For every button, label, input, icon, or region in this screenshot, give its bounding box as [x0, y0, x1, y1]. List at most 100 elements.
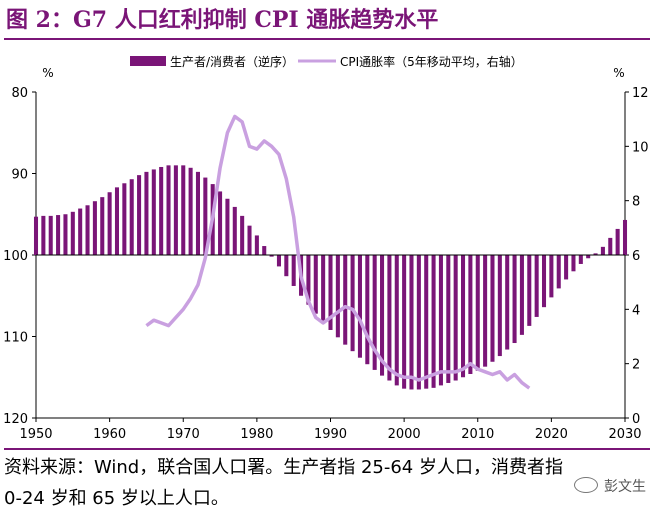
- right-tick-label: 0: [632, 412, 640, 427]
- right-tick-label: 10: [632, 140, 649, 155]
- bar: [56, 215, 61, 255]
- bar: [188, 167, 193, 255]
- x-tick-label: 1980: [240, 427, 273, 442]
- bar: [431, 255, 436, 388]
- bar: [564, 255, 569, 280]
- bar: [578, 255, 583, 264]
- bar: [151, 169, 156, 255]
- left-tick-label: 110: [3, 331, 28, 346]
- legend-label-line: CPI通胀率（5年移动平均，右轴）: [340, 54, 523, 69]
- note-divider: [4, 448, 650, 450]
- bar: [78, 208, 83, 255]
- title-divider: [4, 38, 650, 40]
- left-tick-label: 80: [11, 86, 28, 101]
- right-unit-label: %: [613, 66, 624, 80]
- bar: [137, 175, 142, 255]
- bar: [615, 228, 620, 255]
- wechat-icon: [574, 477, 598, 493]
- bar: [276, 255, 281, 267]
- bar: [284, 255, 289, 277]
- bar: [232, 206, 237, 255]
- x-tick-label: 2010: [461, 427, 494, 442]
- bar: [203, 177, 208, 255]
- bar: [549, 255, 554, 298]
- bar: [446, 255, 451, 383]
- bar: [571, 255, 576, 272]
- x-tick-label: 2020: [535, 427, 568, 442]
- bar: [438, 255, 443, 386]
- bar: [424, 255, 429, 389]
- left-tick-label: 100: [3, 249, 28, 264]
- bar: [541, 255, 547, 308]
- bar: [240, 215, 245, 255]
- bar: [416, 255, 421, 390]
- bar: [41, 215, 46, 255]
- bar: [218, 191, 223, 255]
- bar: [100, 197, 105, 255]
- bar: [33, 216, 39, 255]
- bar: [181, 165, 186, 255]
- legend: 生产者/消费者（逆序） CPI通胀率（5年移动平均，右轴）: [130, 54, 523, 69]
- bar: [335, 255, 340, 338]
- bar: [350, 255, 355, 352]
- bar: [70, 211, 75, 255]
- bar: [490, 255, 495, 362]
- left-tick-label: 90: [11, 168, 28, 183]
- bar: [556, 255, 561, 289]
- bar: [269, 255, 274, 257]
- bar: [519, 255, 524, 335]
- bar: [195, 171, 200, 255]
- legend-swatch-bar: [130, 56, 166, 66]
- bar: [357, 255, 362, 358]
- bar: [159, 166, 164, 255]
- bar: [313, 255, 318, 314]
- x-tick-label: 1960: [93, 427, 126, 442]
- cpi-line: [145, 114, 531, 390]
- bar: [402, 255, 407, 389]
- bar: [512, 255, 517, 344]
- source-note: 资料来源：Wind，联合国人口署。生产者指 25-64 岁人口，消费者指 0-2…: [4, 457, 563, 509]
- bar: [321, 255, 326, 322]
- bar: [48, 215, 53, 255]
- bar: [225, 198, 230, 255]
- watermark: 彭文生: [574, 476, 646, 496]
- x-tick-label: 2000: [388, 427, 421, 442]
- bar: [166, 165, 171, 255]
- x-tick-label: 1970: [167, 427, 200, 442]
- bar: [107, 192, 112, 255]
- watermark-label: 彭文生: [604, 479, 646, 495]
- bar: [92, 201, 97, 255]
- bar: [453, 255, 458, 381]
- bar: [254, 235, 259, 255]
- bar: [365, 255, 370, 365]
- x-tick-label: 2030: [608, 427, 641, 442]
- bar: [328, 255, 333, 330]
- left-unit-label: %: [42, 66, 53, 80]
- x-tick-label: 1990: [314, 427, 347, 442]
- bar: [600, 246, 605, 255]
- bar: [394, 255, 399, 386]
- right-tick-label: 6: [632, 249, 640, 264]
- plot-area: 80 90 100 110 120 0 2 4 6 8 10 12 1950 1960 1970 1980 19…: [3, 86, 648, 442]
- bar: [372, 255, 377, 370]
- bar: [497, 255, 502, 357]
- chart: 生产者/消费者（逆序） CPI通胀率（5年移动平均，右轴） % % 809010…: [3, 54, 648, 442]
- bar: [586, 255, 591, 259]
- x-tick-label: 1950: [19, 427, 52, 442]
- bar: [505, 255, 510, 350]
- bar: [114, 187, 120, 255]
- bar: [291, 255, 296, 286]
- bar: [622, 219, 628, 255]
- bar: [173, 165, 178, 255]
- bar: [608, 237, 613, 255]
- right-tick-label: 8: [632, 195, 640, 210]
- bar: [343, 255, 348, 345]
- figure-title: 图 2：G7 人口红利抑制 CPI 通胀趋势水平: [6, 7, 439, 33]
- bar: [468, 255, 473, 374]
- right-tick-label: 12: [632, 86, 649, 101]
- legend-label-bar: 生产者/消费者（逆序）: [170, 54, 294, 69]
- bar: [380, 255, 385, 376]
- bar: [63, 214, 68, 255]
- right-tick-label: 2: [632, 358, 640, 373]
- bar: [534, 255, 539, 317]
